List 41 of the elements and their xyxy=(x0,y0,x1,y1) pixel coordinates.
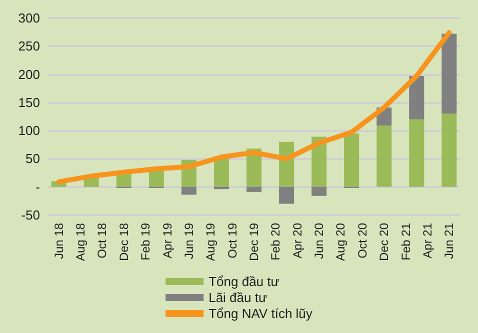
x-tick-label: Dec 19 xyxy=(247,222,261,262)
x-tick-label: Jun 21 xyxy=(442,222,456,260)
bar xyxy=(181,186,196,195)
y-tick-label: 300 xyxy=(18,10,40,26)
x-tick-label: Feb 19 xyxy=(138,222,153,260)
x-tick-label: Dec 20 xyxy=(377,222,392,262)
x-tick-label: Apr 19 xyxy=(160,222,174,258)
y-tick-label: 150 xyxy=(18,94,40,110)
bar xyxy=(376,126,392,187)
bar xyxy=(344,133,360,187)
x-tick-label: Apr 20 xyxy=(290,222,304,258)
x-tick-label: Jun 20 xyxy=(312,222,326,260)
x-tick-label: Aug 19 xyxy=(204,222,218,262)
bar xyxy=(214,158,229,187)
x-tick-label: Oct 18 xyxy=(95,222,110,258)
legend-label: Tổng đầu tư xyxy=(208,274,280,289)
x-tick-label: Feb 21 xyxy=(398,222,413,260)
x-tick-label: Aug 18 xyxy=(74,222,88,262)
bar xyxy=(246,186,262,192)
legend-label: Tổng NAV tích lũy xyxy=(208,306,313,321)
x-tick-label: Feb 20 xyxy=(268,222,283,260)
x-tick-label: Dec 18 xyxy=(116,222,131,262)
bar xyxy=(279,186,294,204)
x-tick-label: Jun 19 xyxy=(182,222,196,260)
bar xyxy=(312,186,327,196)
y-tick-label: 100 xyxy=(18,123,40,138)
bar xyxy=(442,34,457,114)
y-tick-label: 200 xyxy=(18,66,40,82)
y-tick-label: 50 xyxy=(26,151,40,166)
y-tick-label: 250 xyxy=(18,38,40,54)
x-tick-label: Aug 20 xyxy=(334,222,348,262)
legend-label: Lãi đầu tư xyxy=(208,290,268,305)
x-tick-label: Oct 20 xyxy=(355,222,370,258)
x-tick-label: Oct 19 xyxy=(225,222,240,258)
bar xyxy=(409,119,424,187)
x-tick-label: Jun 18 xyxy=(52,222,66,260)
x-tick-label: Apr 21 xyxy=(420,222,434,258)
bar xyxy=(409,76,424,120)
y-tick-label: -50 xyxy=(21,208,40,222)
bar xyxy=(442,114,457,187)
y-tick-label: - xyxy=(36,179,40,194)
